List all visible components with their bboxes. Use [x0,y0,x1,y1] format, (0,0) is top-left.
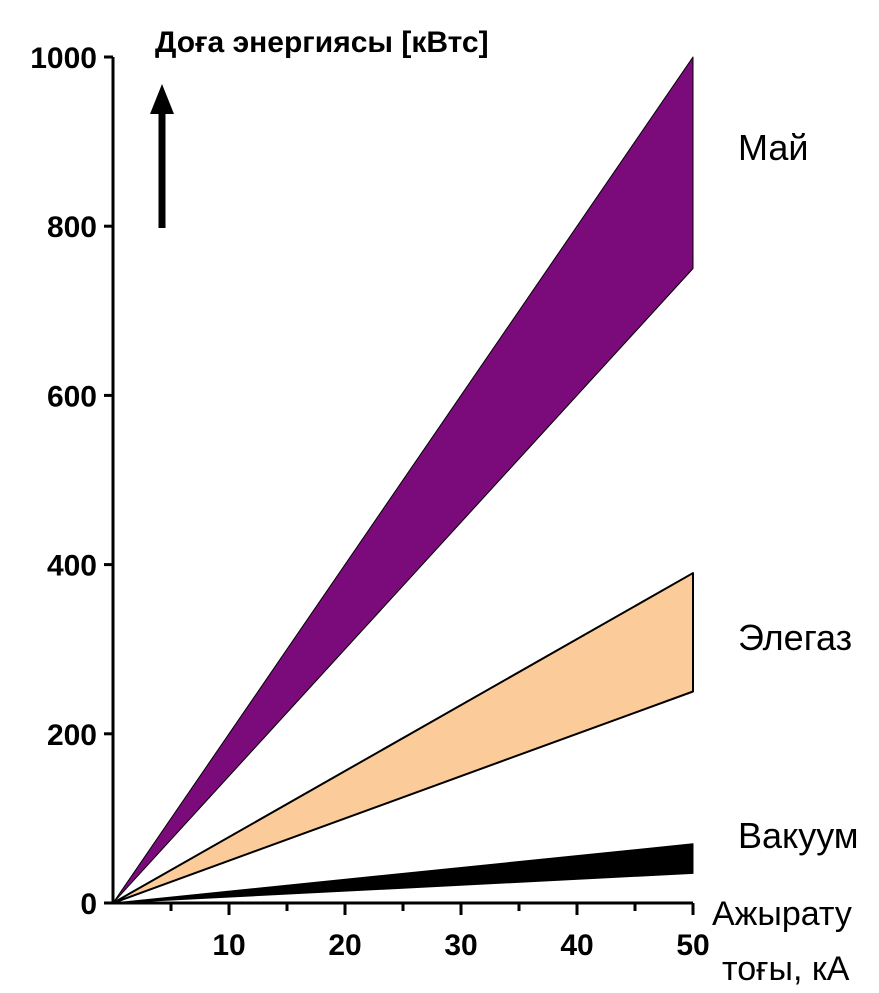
band-layer [112,56,694,904]
x-axis-label-line1: Ажырату [712,895,852,933]
band-vakuum [112,843,694,904]
series-label-elegaz: Элегаз [738,617,852,658]
y-ticks: 0 200 400 600 800 1000 [30,42,113,921]
x-tick-label: 50 [676,929,709,962]
y-axis-label: Доға энергиясы [кВтс] [155,26,489,59]
band-mai [112,56,694,904]
band-elegaz [112,572,694,904]
y-axis-arrow-icon [150,84,174,228]
series-label-mai: Май [738,127,809,168]
y-tick-label: 400 [47,550,97,583]
x-tick-label: 20 [328,929,361,962]
y-tick-label: 1000 [30,42,97,75]
x-tick-label: 30 [444,929,477,962]
x-tick-label: 10 [212,929,245,962]
x-ticks: 10 20 30 40 50 [169,903,710,962]
y-tick-label: 200 [47,719,97,752]
x-axis-label-line2: тоғы, кА [722,950,850,988]
x-tick-label: 40 [560,929,593,962]
y-tick-label: 800 [47,211,97,244]
y-tick-label: 0 [80,888,97,921]
series-label-vakuum: Вакуум [738,815,859,856]
y-tick-label: 600 [47,380,97,413]
